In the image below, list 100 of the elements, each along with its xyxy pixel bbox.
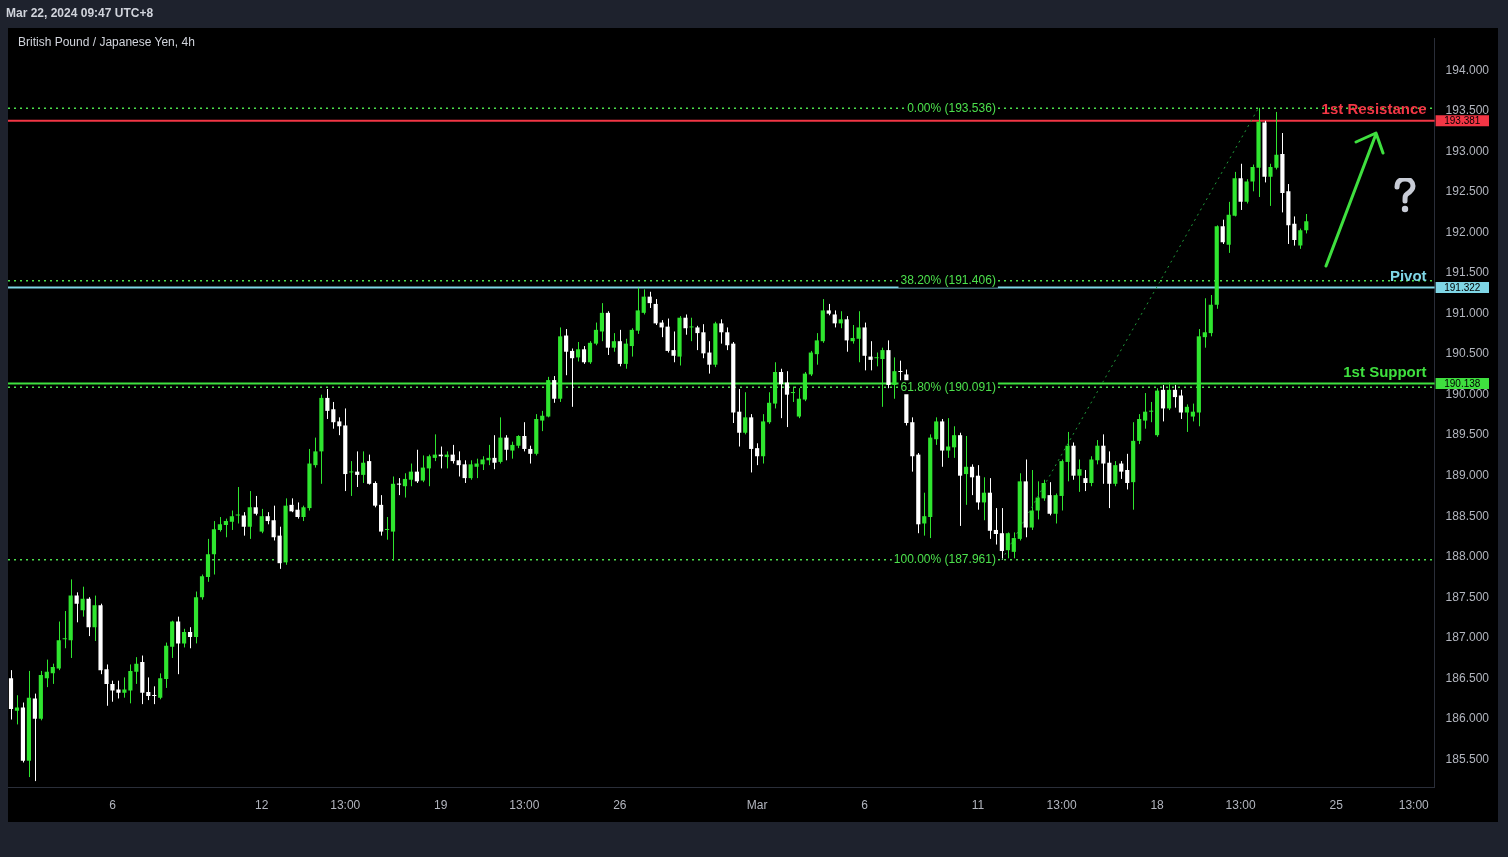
candlestick (999, 507, 1004, 561)
candlestick (199, 574, 205, 601)
candlestick (617, 329, 622, 367)
candlestick (552, 375, 557, 404)
candlestick (719, 318, 724, 345)
candlestick (247, 490, 252, 540)
candlestick (426, 454, 431, 487)
chart-title: British Pound / Japanese Yen, 4h (18, 35, 195, 49)
candlestick (707, 340, 712, 375)
candlestick (158, 672, 163, 700)
candlestick (1113, 460, 1118, 487)
candlestick (259, 508, 264, 534)
y-tick-label: 188.000 (1445, 549, 1490, 564)
candlestick (1047, 481, 1052, 516)
y-tick-label: 191.000 (1445, 305, 1490, 320)
candlestick (1160, 384, 1166, 422)
candlestick (1202, 297, 1207, 349)
x-tick-label: 13:00 (1225, 798, 1256, 813)
candlestick (229, 510, 234, 531)
candlestick (408, 463, 414, 487)
candlestick (205, 538, 211, 583)
candlestick (134, 656, 139, 685)
candlestick (1083, 469, 1088, 492)
candlestick (504, 434, 509, 461)
candlestick (271, 505, 276, 541)
x-tick-label: 18 (1150, 798, 1165, 813)
x-tick-label: 6 (109, 798, 117, 813)
candlestick (653, 298, 658, 326)
candlestick (1244, 178, 1249, 204)
x-tick-label: Mar (746, 798, 768, 813)
candlestick (593, 322, 599, 346)
x-tick-label: 12 (255, 798, 269, 813)
x-tick-label: 26 (613, 798, 627, 813)
candlestick (187, 626, 193, 649)
candlestick (14, 694, 20, 725)
y-tick-label: 185.500 (1445, 751, 1490, 766)
candlestick (778, 368, 784, 419)
candlestick (892, 356, 897, 400)
candlestick (737, 388, 742, 448)
candlestick (755, 442, 760, 466)
candlestick (1178, 389, 1184, 420)
candlestick (814, 332, 819, 366)
candlestick (963, 435, 969, 506)
candlestick (1292, 215, 1297, 247)
candlestick (844, 315, 849, 353)
candlestick (946, 417, 951, 459)
candlestick (1172, 384, 1178, 409)
y-tick-label: 187.000 (1445, 630, 1490, 645)
candlestick (725, 326, 730, 351)
candlestick (1035, 480, 1040, 520)
candlestick (575, 341, 581, 362)
candlestick (1137, 413, 1142, 445)
candlestick (182, 628, 187, 648)
candlestick (152, 685, 157, 705)
candlestick (146, 676, 151, 701)
x-tick-label: 13:00 (330, 798, 361, 813)
candlestick (766, 391, 772, 425)
candlestick (1220, 219, 1225, 245)
candlestick (922, 492, 927, 537)
candlestick (1149, 401, 1154, 423)
candlestick (62, 610, 67, 649)
y-tick-label: 189.500 (1445, 427, 1490, 442)
candlestick (868, 340, 873, 371)
text: 190.138 (1444, 377, 1481, 389)
candlestick (462, 459, 467, 484)
candlestick (331, 401, 336, 430)
chart-subtitle: Mar 22, 2024 09:47 UTC+8 (6, 6, 154, 20)
candlestick (32, 693, 37, 782)
candlestick (1095, 439, 1100, 465)
candlestick (235, 486, 240, 524)
candlestick (599, 302, 605, 342)
candlestick (784, 370, 790, 428)
candlestick (635, 287, 640, 335)
candlestick (952, 425, 957, 459)
candlestick (790, 386, 796, 403)
candlestick (110, 680, 115, 703)
y-tick-label: 188.500 (1445, 508, 1490, 523)
candlestick (420, 454, 425, 483)
candlestick (540, 410, 545, 432)
candlestick (80, 586, 85, 618)
candlestick (349, 460, 354, 497)
x-tick-label: 13:00 (1046, 798, 1077, 813)
candlestick (1011, 531, 1016, 559)
candlestick (856, 310, 861, 363)
candlestick (1077, 458, 1082, 493)
candlestick (373, 480, 378, 508)
candlestick (796, 387, 802, 419)
candlestick (253, 495, 258, 516)
candlestick (743, 391, 748, 435)
candlestick (1029, 469, 1034, 531)
candlestick (570, 347, 575, 408)
candlestick (641, 288, 646, 315)
y-tick-label: 189.000 (1445, 468, 1490, 482)
candlestick (92, 595, 97, 642)
ref-line-label: Pivot (1389, 267, 1427, 285)
y-tick-label: 187.500 (1445, 589, 1490, 604)
candlestick (456, 450, 461, 477)
candlestick (367, 454, 372, 486)
y-tick-label: 192.000 (1445, 224, 1490, 239)
text: 193.381 (1444, 115, 1481, 127)
